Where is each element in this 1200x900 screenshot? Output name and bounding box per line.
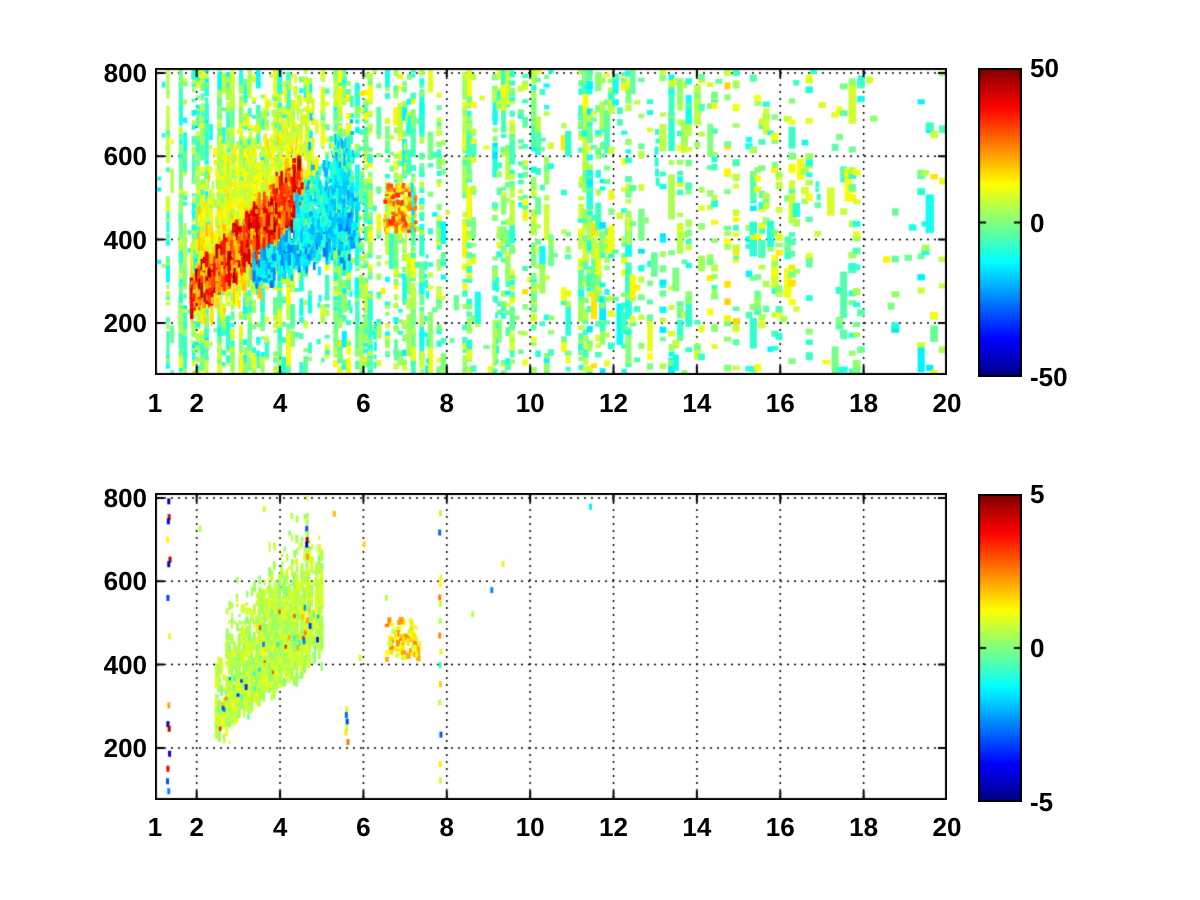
bottom-plot-canvas bbox=[155, 493, 947, 800]
tick-label: -50 bbox=[1030, 362, 1068, 392]
tick-label: 2 bbox=[189, 812, 204, 842]
tick-label: 600 bbox=[103, 141, 147, 172]
tick-label: 12 bbox=[599, 812, 628, 842]
tick-label: 200 bbox=[103, 732, 147, 763]
tick-label: 1 bbox=[147, 388, 163, 418]
tick-label: 16 bbox=[765, 388, 795, 418]
tick-label: 0 bbox=[1030, 207, 1045, 238]
tick-label: 5 bbox=[1030, 479, 1045, 509]
tick-label: 14 bbox=[682, 812, 712, 842]
top-colorbar-canvas bbox=[978, 68, 1022, 377]
tick-label: 8 bbox=[439, 388, 455, 418]
tick-label: 16 bbox=[765, 812, 795, 842]
tick-label: 12 bbox=[599, 388, 628, 418]
tick-label: 600 bbox=[103, 566, 147, 597]
bottom-colorbar-canvas bbox=[978, 494, 1022, 802]
top-plot-canvas bbox=[155, 68, 947, 375]
tick-label: 6 bbox=[356, 388, 371, 418]
tick-label: 800 bbox=[103, 482, 147, 513]
tick-label: -5 bbox=[1030, 787, 1054, 817]
tick-label: 2 bbox=[189, 388, 204, 418]
tick-label: 0 bbox=[1030, 633, 1045, 663]
tick-label: 50 bbox=[1030, 53, 1059, 83]
tick-label: 400 bbox=[103, 649, 147, 680]
tick-label: 800 bbox=[103, 57, 147, 88]
tick-label: 20 bbox=[932, 388, 962, 418]
tick-label: 200 bbox=[103, 307, 147, 338]
tick-label: 400 bbox=[103, 224, 147, 255]
tick-label: 10 bbox=[515, 388, 545, 418]
tick-label: 8 bbox=[439, 812, 455, 842]
tick-label: 1 bbox=[147, 812, 163, 842]
tick-label: 6 bbox=[356, 812, 371, 842]
tick-label: 14 bbox=[682, 388, 712, 418]
tick-label: 18 bbox=[849, 388, 879, 418]
tick-label: 10 bbox=[515, 812, 545, 842]
tick-label: 4 bbox=[272, 812, 288, 842]
tick-label: 4 bbox=[272, 388, 288, 418]
tick-label: 20 bbox=[932, 812, 962, 842]
tick-label: 18 bbox=[849, 812, 879, 842]
